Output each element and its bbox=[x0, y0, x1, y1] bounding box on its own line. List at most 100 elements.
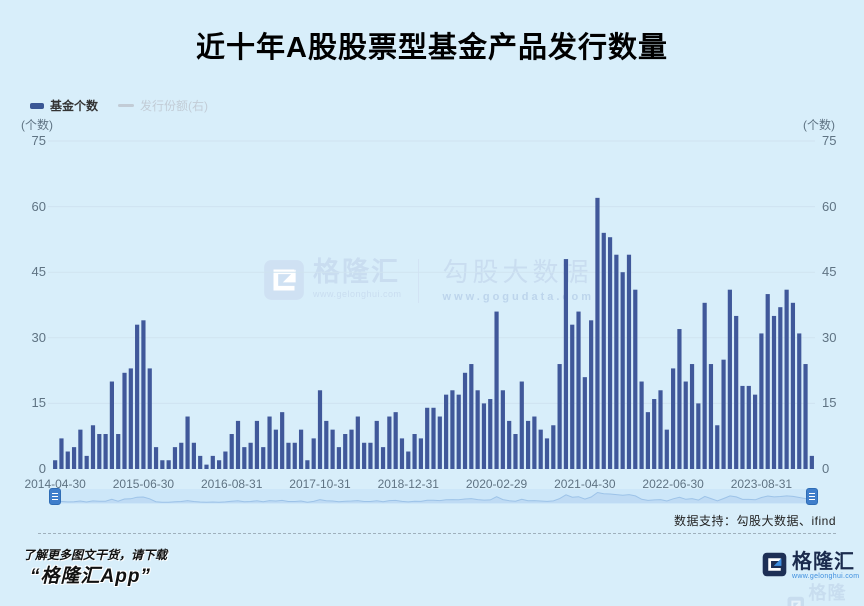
bar[interactable] bbox=[500, 390, 505, 469]
bar[interactable] bbox=[65, 451, 70, 469]
bar[interactable] bbox=[191, 442, 196, 469]
bar[interactable] bbox=[418, 438, 423, 469]
bar[interactable] bbox=[349, 429, 354, 469]
bar[interactable] bbox=[532, 416, 537, 469]
bar[interactable] bbox=[544, 438, 550, 469]
bar[interactable] bbox=[406, 451, 411, 469]
bar[interactable] bbox=[721, 359, 726, 469]
bar[interactable] bbox=[336, 447, 342, 469]
bar[interactable] bbox=[595, 197, 600, 469]
bar[interactable] bbox=[135, 324, 140, 469]
bar[interactable] bbox=[765, 294, 770, 469]
legend-item-issue-share[interactable]: 发行份额(右) bbox=[118, 97, 208, 114]
bar[interactable] bbox=[431, 407, 436, 469]
bar[interactable] bbox=[797, 333, 802, 469]
bar[interactable] bbox=[696, 403, 701, 469]
bar[interactable] bbox=[784, 289, 789, 469]
bar[interactable] bbox=[217, 460, 222, 469]
bar[interactable] bbox=[746, 385, 751, 469]
bar[interactable] bbox=[242, 447, 247, 469]
bar[interactable] bbox=[53, 460, 58, 469]
bar[interactable] bbox=[652, 399, 657, 469]
bar[interactable] bbox=[639, 381, 644, 469]
bar[interactable] bbox=[368, 442, 373, 469]
bar[interactable] bbox=[740, 385, 745, 469]
bar[interactable] bbox=[715, 425, 720, 469]
bar[interactable] bbox=[399, 438, 405, 469]
bar[interactable] bbox=[305, 460, 310, 469]
bar[interactable] bbox=[551, 425, 556, 469]
bar[interactable] bbox=[626, 254, 632, 469]
bar[interactable] bbox=[298, 429, 304, 469]
bar[interactable] bbox=[362, 442, 367, 469]
bar[interactable] bbox=[330, 429, 335, 469]
bar[interactable] bbox=[582, 377, 587, 469]
bar[interactable] bbox=[122, 372, 127, 469]
bar[interactable] bbox=[734, 315, 739, 469]
bar[interactable] bbox=[343, 434, 348, 469]
bar[interactable] bbox=[324, 420, 329, 469]
bar[interactable] bbox=[393, 412, 398, 469]
bar[interactable] bbox=[469, 364, 474, 469]
datazoom-slider[interactable] bbox=[49, 488, 818, 505]
bar[interactable] bbox=[683, 381, 688, 469]
bar[interactable] bbox=[519, 381, 524, 469]
bar[interactable] bbox=[254, 420, 260, 469]
bar[interactable] bbox=[727, 289, 732, 469]
bar[interactable] bbox=[759, 333, 764, 469]
bar[interactable] bbox=[317, 390, 323, 469]
bar[interactable] bbox=[147, 368, 152, 469]
bar[interactable] bbox=[462, 372, 468, 469]
bar[interactable] bbox=[633, 289, 638, 469]
bar[interactable] bbox=[412, 434, 417, 469]
bar[interactable] bbox=[387, 416, 392, 469]
bar[interactable] bbox=[689, 364, 695, 469]
bar[interactable] bbox=[708, 364, 714, 469]
bar[interactable] bbox=[702, 302, 707, 469]
bar[interactable] bbox=[103, 434, 108, 469]
bar[interactable] bbox=[513, 434, 518, 469]
bar[interactable] bbox=[525, 420, 531, 469]
bar[interactable] bbox=[790, 302, 796, 469]
bar[interactable] bbox=[71, 447, 77, 469]
bar[interactable] bbox=[538, 429, 543, 469]
bar[interactable] bbox=[160, 460, 165, 469]
bar[interactable] bbox=[437, 416, 442, 469]
bar[interactable] bbox=[488, 399, 493, 469]
bar[interactable] bbox=[153, 447, 159, 469]
bar[interactable] bbox=[563, 259, 569, 469]
datazoom-handle-left-icon[interactable] bbox=[49, 488, 61, 505]
bar[interactable] bbox=[607, 237, 613, 469]
bar[interactable] bbox=[235, 420, 241, 469]
bar[interactable] bbox=[450, 390, 455, 469]
bar[interactable] bbox=[444, 394, 449, 469]
bar[interactable] bbox=[664, 429, 669, 469]
bar[interactable] bbox=[204, 464, 209, 469]
bar[interactable] bbox=[229, 434, 234, 469]
bar[interactable] bbox=[671, 368, 676, 469]
bar[interactable] bbox=[614, 254, 619, 469]
bar[interactable] bbox=[481, 403, 487, 469]
bar[interactable] bbox=[84, 455, 89, 469]
bar[interactable] bbox=[280, 412, 285, 469]
bar[interactable] bbox=[223, 451, 228, 469]
bar[interactable] bbox=[380, 447, 386, 469]
bar[interactable] bbox=[557, 364, 562, 469]
bar[interactable] bbox=[355, 416, 360, 469]
bar[interactable] bbox=[620, 272, 625, 469]
bar[interactable] bbox=[185, 416, 190, 469]
bar[interactable] bbox=[90, 425, 96, 469]
bar[interactable] bbox=[198, 455, 203, 469]
bar[interactable] bbox=[475, 390, 480, 469]
bar[interactable] bbox=[601, 232, 606, 469]
bar[interactable] bbox=[494, 311, 499, 469]
bar[interactable] bbox=[456, 394, 461, 469]
bar[interactable] bbox=[172, 447, 178, 469]
bar[interactable] bbox=[803, 364, 808, 469]
bar[interactable] bbox=[570, 324, 575, 469]
bar[interactable] bbox=[78, 429, 83, 469]
bar[interactable] bbox=[109, 381, 114, 469]
bar[interactable] bbox=[292, 442, 297, 469]
bar[interactable] bbox=[286, 442, 291, 469]
bar[interactable] bbox=[589, 320, 594, 469]
